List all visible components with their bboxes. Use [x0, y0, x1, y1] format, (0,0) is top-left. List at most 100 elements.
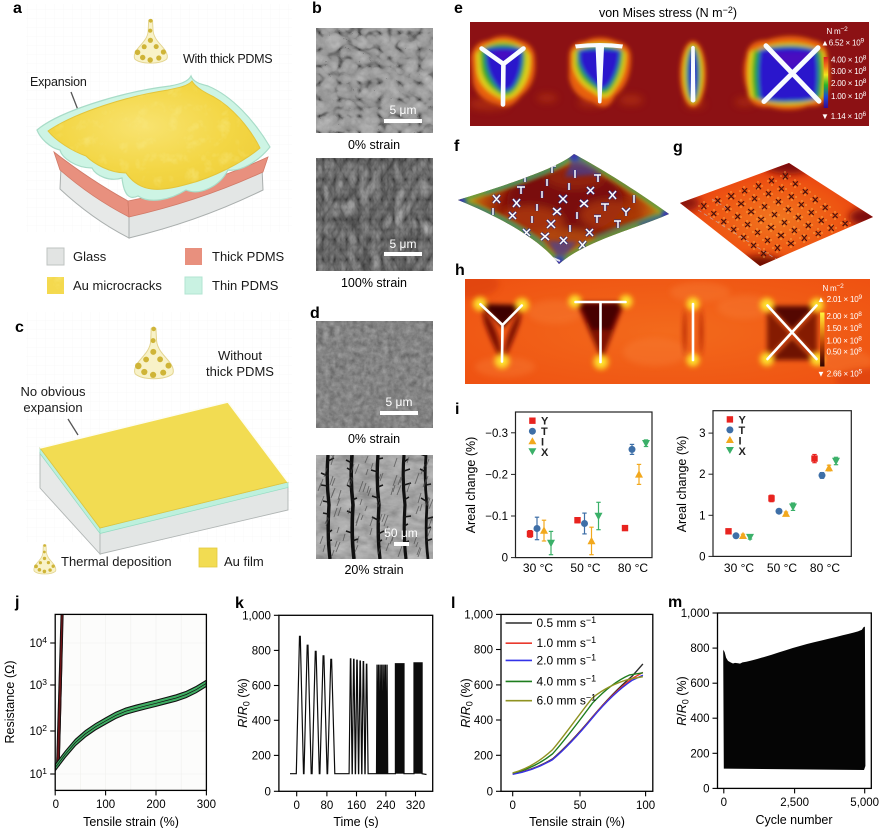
- svg-text:200: 200: [252, 750, 271, 762]
- svg-text:1.0 mm s−1: 1.0 mm s−1: [537, 635, 597, 650]
- svg-text:1,000: 1,000: [242, 610, 271, 622]
- svg-text:Tensile strain (%): Tensile strain (%): [529, 815, 625, 828]
- svg-text:300: 300: [197, 799, 216, 811]
- svg-text:0: 0: [703, 783, 709, 795]
- svg-text:4.0 mm s−1: 4.0 mm s−1: [537, 673, 597, 688]
- svg-text:I: I: [541, 437, 544, 449]
- svg-text:5 μm: 5 μm: [390, 237, 417, 251]
- svg-text:1.00 × 108: 1.00 × 108: [831, 91, 867, 101]
- svg-text:800: 800: [252, 645, 271, 657]
- svg-text:200: 200: [690, 748, 709, 760]
- svg-text:0% strain: 0% strain: [348, 432, 400, 446]
- svg-text:Time (s): Time (s): [333, 815, 378, 828]
- svg-text:1.00 × 108: 1.00 × 108: [827, 336, 863, 346]
- svg-text:80: 80: [321, 800, 334, 812]
- svg-text:T: T: [541, 426, 548, 438]
- svg-text:Resistance (Ω): Resistance (Ω): [3, 661, 17, 744]
- svg-text:4.00 × 108: 4.00 × 108: [831, 55, 867, 65]
- svg-text:5,000: 5,000: [850, 797, 879, 809]
- svg-text:100: 100: [96, 799, 115, 811]
- svg-text:Glass: Glass: [73, 249, 107, 264]
- svg-text:N m−2: N m−2: [822, 283, 844, 293]
- svg-text:80 °C: 80 °C: [618, 561, 648, 575]
- svg-text:▲6.52 × 109: ▲6.52 × 109: [821, 38, 865, 48]
- svg-text:320: 320: [406, 800, 425, 812]
- svg-text:100: 100: [636, 800, 655, 812]
- svg-text:Areal change (%): Areal change (%): [675, 436, 689, 533]
- svg-text:2: 2: [699, 469, 705, 481]
- svg-text:X: X: [739, 446, 747, 458]
- svg-text:▲ 2.01 × 109: ▲ 2.01 × 109: [817, 294, 863, 304]
- svg-text:800: 800: [474, 645, 493, 657]
- svg-text:0: 0: [721, 797, 727, 809]
- svg-text:600: 600: [690, 678, 709, 690]
- svg-text:103: 103: [29, 677, 47, 692]
- svg-text:−0.3: −0.3: [485, 428, 508, 440]
- svg-text:−0.2: −0.2: [485, 469, 508, 481]
- svg-text:400: 400: [252, 715, 271, 727]
- svg-text:200: 200: [474, 750, 493, 762]
- svg-text:T: T: [739, 425, 746, 437]
- svg-text:Tensile strain (%): Tensile strain (%): [83, 815, 179, 828]
- svg-text:100% strain: 100% strain: [341, 276, 407, 290]
- svg-text:Thick PDMS: Thick PDMS: [212, 249, 285, 264]
- svg-text:2.0 mm s−1: 2.0 mm s−1: [537, 652, 597, 667]
- svg-text:Au film: Au film: [224, 554, 264, 569]
- svg-text:Areal change (%): Areal change (%): [464, 437, 478, 534]
- svg-text:30 °C: 30 °C: [523, 561, 553, 575]
- svg-text:Cycle number: Cycle number: [755, 813, 832, 827]
- svg-text:0: 0: [53, 799, 59, 811]
- svg-text:6.0 mm s−1: 6.0 mm s−1: [537, 693, 597, 708]
- svg-text:thick PDMS: thick PDMS: [206, 364, 274, 379]
- svg-text:R/R0 (%): R/R0 (%): [675, 676, 691, 725]
- svg-text:5 μm: 5 μm: [386, 395, 413, 409]
- svg-text:600: 600: [474, 680, 493, 692]
- svg-text:5 μm: 5 μm: [390, 103, 417, 117]
- svg-text:expansion: expansion: [23, 400, 82, 415]
- svg-text:▼ 2.66 × 105: ▼ 2.66 × 105: [817, 369, 863, 379]
- svg-text:102: 102: [29, 723, 47, 738]
- svg-text:Au microcracks: Au microcracks: [73, 278, 162, 293]
- svg-text:0.50 × 108: 0.50 × 108: [827, 347, 863, 357]
- svg-text:3: 3: [699, 428, 705, 440]
- svg-text:20% strain: 20% strain: [344, 563, 403, 577]
- svg-text:3.00 × 108: 3.00 × 108: [831, 66, 867, 76]
- svg-text:Thin PDMS: Thin PDMS: [212, 278, 279, 293]
- svg-text:104: 104: [29, 635, 47, 650]
- svg-text:600: 600: [252, 681, 271, 693]
- svg-text:160: 160: [347, 800, 366, 812]
- svg-text:Without: Without: [218, 348, 262, 363]
- svg-text:2.00 × 108: 2.00 × 108: [827, 311, 863, 321]
- svg-text:With thick PDMS: With thick PDMS: [183, 52, 272, 66]
- svg-text:Expansion: Expansion: [30, 75, 87, 89]
- svg-text:1,000: 1,000: [681, 608, 710, 620]
- svg-text:0% strain: 0% strain: [348, 138, 400, 152]
- svg-text:0: 0: [699, 551, 705, 563]
- svg-text:No obvious: No obvious: [20, 384, 86, 399]
- svg-text:101: 101: [29, 766, 47, 781]
- svg-text:X: X: [541, 447, 549, 459]
- svg-text:50 °C: 50 °C: [570, 561, 600, 575]
- svg-text:30 °C: 30 °C: [724, 561, 754, 575]
- svg-text:0: 0: [264, 786, 270, 798]
- svg-text:0: 0: [293, 800, 299, 812]
- svg-text:50 °C: 50 °C: [767, 561, 797, 575]
- svg-text:R/R0 (%): R/R0 (%): [236, 678, 252, 727]
- svg-text:400: 400: [474, 715, 493, 727]
- svg-text:Y: Y: [739, 414, 747, 426]
- svg-text:240: 240: [376, 800, 395, 812]
- svg-text:Y: Y: [541, 416, 549, 428]
- svg-text:1.50 × 108: 1.50 × 108: [827, 323, 863, 333]
- svg-text:80 °C: 80 °C: [810, 561, 840, 575]
- svg-text:Thermal deposition: Thermal deposition: [61, 554, 172, 569]
- svg-text:0: 0: [487, 786, 493, 798]
- svg-text:1,000: 1,000: [464, 609, 493, 621]
- svg-text:−0.1: −0.1: [485, 511, 508, 523]
- svg-text:800: 800: [690, 643, 709, 655]
- svg-text:I: I: [739, 435, 742, 447]
- svg-text:1: 1: [699, 510, 705, 522]
- svg-text:2,500: 2,500: [780, 797, 809, 809]
- svg-text:50: 50: [574, 800, 587, 812]
- svg-text:R/R0 (%): R/R0 (%): [459, 678, 475, 727]
- svg-text:200: 200: [146, 799, 165, 811]
